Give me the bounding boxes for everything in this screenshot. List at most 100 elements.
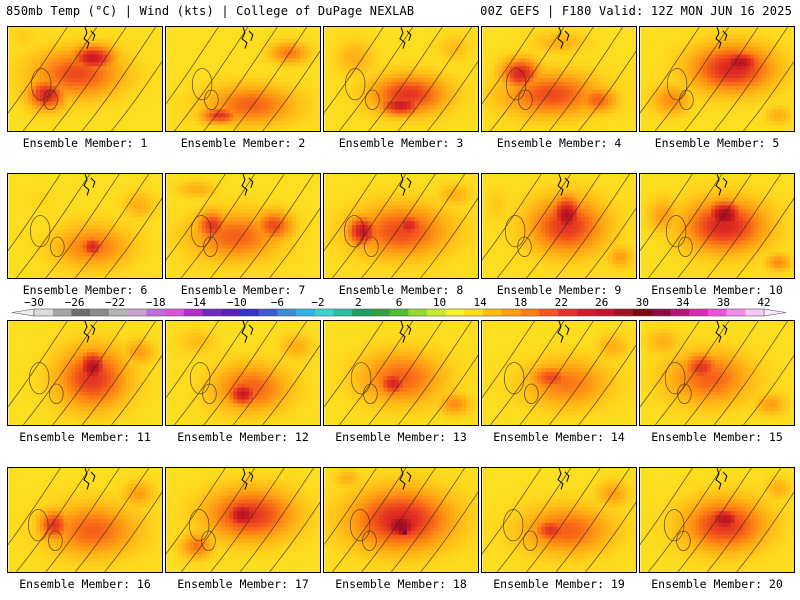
temperature-map: [639, 467, 795, 573]
ensemble-member-label: Ensemble Member: 10: [637, 283, 797, 297]
contour-lines: [8, 321, 162, 425]
colorbar-tick-label: 22: [555, 296, 568, 309]
colorbar-swatch: [221, 309, 241, 316]
temperature-map: [323, 467, 479, 573]
temperature-field: [640, 27, 794, 131]
ensemble-panel: Ensemble Member: 8: [323, 173, 479, 297]
colorbar-tick-label: 38: [717, 296, 730, 309]
contour-lines: [324, 468, 478, 572]
ensemble-member-label: Ensemble Member: 4: [479, 136, 639, 150]
colorbar-swatch: [539, 309, 559, 316]
colorbar-swatch: [277, 309, 297, 316]
ensemble-panel: Ensemble Member: 11: [7, 320, 163, 444]
ensemble-member-label: Ensemble Member: 2: [163, 136, 323, 150]
color-scale-legend: −30 −26 −22 −18 −14 −10 −6 −2 2 6 10 14 18 22 26 30 34 38…: [11, 296, 787, 317]
colorbar-tick-label: 10: [433, 296, 446, 309]
colorbar-right-arrow: [763, 308, 787, 317]
temperature-field: [324, 27, 478, 131]
coastline: [83, 174, 96, 196]
coastline: [399, 321, 412, 343]
colorbar-swatch: [90, 309, 110, 316]
colorbar-swatch: [52, 309, 72, 316]
colorbar-swatch: [520, 309, 540, 316]
temperature-field: [324, 174, 478, 278]
run-info: 00Z GEFS | F180 Valid: 12Z MON JUN 16 20…: [480, 4, 792, 18]
ensemble-member-label: Ensemble Member: 9: [479, 283, 639, 297]
ensemble-panel: Ensemble Member: 10: [639, 173, 795, 297]
ensemble-panel: Ensemble Member: 5: [639, 26, 795, 150]
ensemble-panel: Ensemble Member: 13: [323, 320, 479, 444]
colorbar-tick-label: 26: [595, 296, 608, 309]
ensemble-member-label: Ensemble Member: 11: [5, 430, 165, 444]
coastline: [557, 321, 570, 343]
ensemble-panel: Ensemble Member: 14: [481, 320, 637, 444]
ensemble-member-label: Ensemble Member: 1: [5, 136, 165, 150]
temperature-map: [165, 26, 321, 132]
coastline: [241, 27, 254, 49]
ensemble-panel: Ensemble Member: 4: [481, 26, 637, 150]
temperature-map: [481, 467, 637, 573]
temperature-map: [639, 320, 795, 426]
temperature-map: [165, 467, 321, 573]
colorbar-swatch: [670, 309, 690, 316]
coastline: [715, 468, 728, 490]
colorbar-swatch: [296, 309, 316, 316]
colorbar-tick-label: 34: [676, 296, 690, 309]
colorbar-swatch: [632, 309, 652, 316]
temperature-map: [7, 320, 163, 426]
temperature-field: [8, 27, 162, 131]
coastline: [557, 27, 570, 49]
contour-lines: [166, 321, 320, 425]
ensemble-member-label: Ensemble Member: 17: [163, 577, 323, 591]
contour-lines: [640, 27, 794, 131]
ensemble-member-label: Ensemble Member: 16: [5, 577, 165, 591]
temperature-field: [640, 174, 794, 278]
colorbar-tick-label: −2: [311, 296, 324, 309]
contour-lines: [8, 468, 162, 572]
colorbar-tick-label: 42: [757, 296, 770, 309]
ensemble-member-label: Ensemble Member: 14: [479, 430, 639, 444]
colorbar-swatch: [445, 309, 465, 316]
temperature-map: [481, 320, 637, 426]
chart-title: 850mb Temp (°C) | Wind (kts) | College o…: [6, 4, 414, 18]
colorbar-swatch: [745, 309, 765, 316]
colorbar-swatch: [464, 309, 484, 316]
ensemble-panel: Ensemble Member: 1: [7, 26, 163, 150]
temperature-field: [8, 174, 162, 278]
temperature-map: [323, 26, 479, 132]
colorbar-tick-label: 18: [514, 296, 527, 309]
ensemble-panel: Ensemble Member: 7: [165, 173, 321, 297]
temperature-field: [8, 468, 162, 572]
coastline: [715, 27, 728, 49]
contour-lines: [324, 321, 478, 425]
colorbar-swatch: [726, 309, 746, 316]
colorbar-swatch: [370, 309, 390, 316]
temperature-field: [482, 27, 636, 131]
ensemble-panel: Ensemble Member: 9: [481, 173, 637, 297]
colorbar-swatch: [108, 309, 128, 316]
contour-lines: [324, 27, 478, 131]
ensemble-panel: Ensemble Member: 3: [323, 26, 479, 150]
coastline: [399, 27, 412, 49]
contour-lines: [8, 27, 162, 131]
colorbar-swatch: [314, 309, 334, 316]
ensemble-panel: Ensemble Member: 6: [7, 173, 163, 297]
ensemble-member-label: Ensemble Member: 12: [163, 430, 323, 444]
colorbar-swatch: [408, 309, 428, 316]
coastline: [557, 468, 570, 490]
temperature-map: [7, 173, 163, 279]
coastline: [83, 468, 96, 490]
ensemble-member-label: Ensemble Member: 3: [321, 136, 481, 150]
ensemble-panel: Ensemble Member: 2: [165, 26, 321, 150]
ensemble-member-label: Ensemble Member: 8: [321, 283, 481, 297]
contour-lines: [482, 174, 636, 278]
colorbar-tick-label: −10: [227, 296, 247, 309]
ensemble-member-label: Ensemble Member: 7: [163, 283, 323, 297]
temperature-map: [323, 320, 479, 426]
coastline: [399, 468, 412, 490]
temperature-field: [640, 468, 794, 572]
colorbar-swatch: [352, 309, 372, 316]
temperature-map: [165, 320, 321, 426]
colorbar-tick-label: 14: [473, 296, 487, 309]
colorbar-tick-label: 30: [636, 296, 649, 309]
